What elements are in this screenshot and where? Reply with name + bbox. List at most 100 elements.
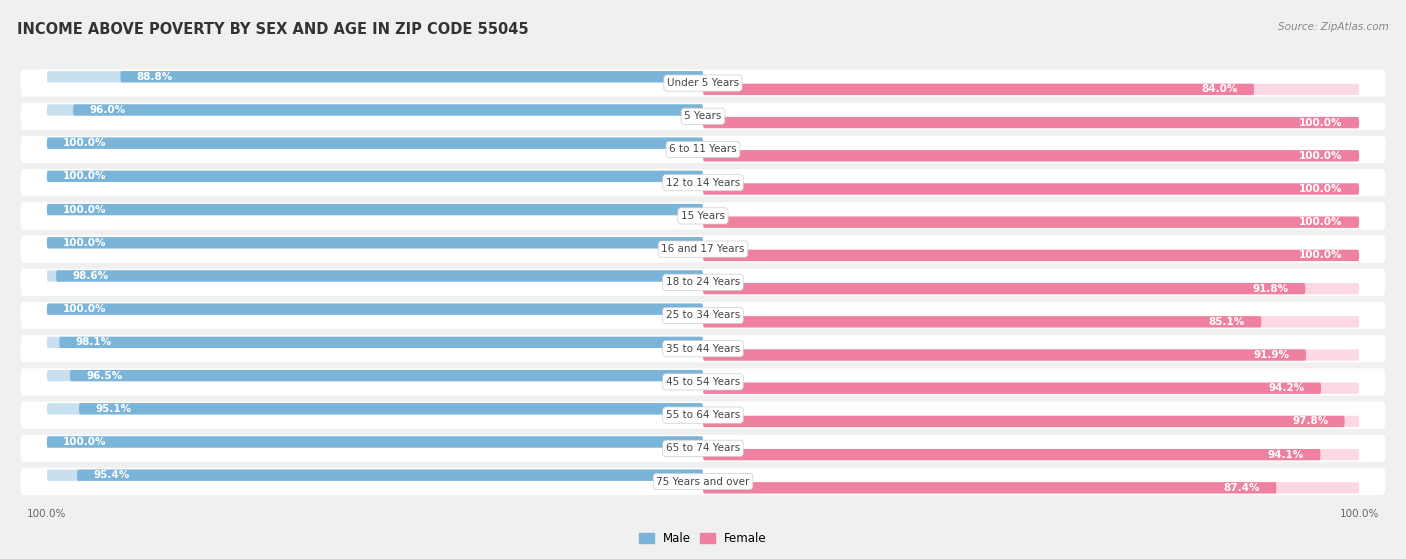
FancyBboxPatch shape [703,482,1277,494]
Text: 88.8%: 88.8% [136,72,173,82]
FancyBboxPatch shape [21,468,1385,495]
Text: 100.0%: 100.0% [1299,117,1343,127]
FancyBboxPatch shape [703,449,1320,460]
FancyBboxPatch shape [46,204,703,215]
FancyBboxPatch shape [46,237,703,248]
FancyBboxPatch shape [21,169,1385,196]
FancyBboxPatch shape [46,170,703,182]
FancyBboxPatch shape [79,403,703,414]
FancyBboxPatch shape [703,482,1360,494]
Text: 100.0%: 100.0% [1299,250,1343,260]
Legend: Male, Female: Male, Female [634,528,772,550]
Text: 65 to 74 Years: 65 to 74 Years [666,443,740,453]
Text: 100.0%: 100.0% [63,205,107,215]
Text: 100.0%: 100.0% [63,238,107,248]
Text: 85.1%: 85.1% [1209,317,1244,327]
Text: INCOME ABOVE POVERTY BY SEX AND AGE IN ZIP CODE 55045: INCOME ABOVE POVERTY BY SEX AND AGE IN Z… [17,22,529,37]
FancyBboxPatch shape [46,337,703,348]
Text: 16 and 17 Years: 16 and 17 Years [661,244,745,254]
Text: 91.9%: 91.9% [1254,350,1289,360]
Text: 100.0%: 100.0% [63,437,107,447]
Text: 45 to 54 Years: 45 to 54 Years [666,377,740,387]
FancyBboxPatch shape [703,117,1360,128]
FancyBboxPatch shape [70,370,703,381]
FancyBboxPatch shape [703,349,1360,361]
Text: 98.1%: 98.1% [76,338,112,347]
FancyBboxPatch shape [703,382,1322,394]
Text: 87.4%: 87.4% [1223,483,1260,493]
Text: 100.0%: 100.0% [1299,184,1343,194]
FancyBboxPatch shape [46,204,703,215]
FancyBboxPatch shape [46,237,703,248]
Text: Source: ZipAtlas.com: Source: ZipAtlas.com [1278,22,1389,32]
FancyBboxPatch shape [703,216,1360,228]
FancyBboxPatch shape [46,470,703,481]
Text: 100.0%: 100.0% [1299,217,1343,227]
Text: 5 Years: 5 Years [685,111,721,121]
FancyBboxPatch shape [46,138,703,149]
Text: 35 to 44 Years: 35 to 44 Years [666,344,740,354]
FancyBboxPatch shape [703,150,1360,162]
FancyBboxPatch shape [21,368,1385,396]
FancyBboxPatch shape [703,449,1360,460]
FancyBboxPatch shape [703,316,1261,328]
FancyBboxPatch shape [46,403,703,414]
FancyBboxPatch shape [59,337,703,348]
FancyBboxPatch shape [21,103,1385,130]
FancyBboxPatch shape [21,69,1385,97]
FancyBboxPatch shape [46,304,703,315]
FancyBboxPatch shape [21,401,1385,429]
Text: 91.8%: 91.8% [1253,283,1289,293]
Text: 84.0%: 84.0% [1201,84,1237,94]
Text: 96.5%: 96.5% [86,371,122,381]
FancyBboxPatch shape [703,349,1306,361]
FancyBboxPatch shape [703,416,1344,427]
Text: 18 to 24 Years: 18 to 24 Years [666,277,740,287]
FancyBboxPatch shape [21,302,1385,329]
FancyBboxPatch shape [46,437,703,448]
FancyBboxPatch shape [21,136,1385,163]
FancyBboxPatch shape [703,84,1360,95]
Text: 75 Years and over: 75 Years and over [657,476,749,486]
FancyBboxPatch shape [703,416,1360,427]
FancyBboxPatch shape [703,250,1360,261]
FancyBboxPatch shape [703,183,1360,195]
Text: 100.0%: 100.0% [63,304,107,314]
FancyBboxPatch shape [703,183,1360,195]
FancyBboxPatch shape [703,216,1360,228]
FancyBboxPatch shape [21,235,1385,263]
Text: 98.6%: 98.6% [73,271,108,281]
FancyBboxPatch shape [703,283,1305,294]
Text: 94.1%: 94.1% [1268,449,1303,459]
FancyBboxPatch shape [21,335,1385,362]
FancyBboxPatch shape [46,437,703,448]
Text: Under 5 Years: Under 5 Years [666,78,740,88]
Text: 100.0%: 100.0% [63,138,107,148]
FancyBboxPatch shape [73,105,703,116]
FancyBboxPatch shape [703,150,1360,162]
FancyBboxPatch shape [121,71,703,82]
FancyBboxPatch shape [46,370,703,381]
FancyBboxPatch shape [703,316,1360,328]
FancyBboxPatch shape [46,71,703,82]
FancyBboxPatch shape [46,170,703,182]
FancyBboxPatch shape [46,271,703,282]
FancyBboxPatch shape [56,271,703,282]
FancyBboxPatch shape [21,435,1385,462]
Text: 15 Years: 15 Years [681,211,725,221]
FancyBboxPatch shape [46,138,703,149]
Text: 100.0%: 100.0% [63,172,107,181]
Text: 96.0%: 96.0% [90,105,125,115]
Text: 100.0%: 100.0% [1299,151,1343,161]
Text: 97.8%: 97.8% [1292,416,1329,427]
FancyBboxPatch shape [46,304,703,315]
FancyBboxPatch shape [21,202,1385,230]
Text: 12 to 14 Years: 12 to 14 Years [666,178,740,188]
FancyBboxPatch shape [77,470,703,481]
FancyBboxPatch shape [703,84,1254,95]
Text: 94.2%: 94.2% [1268,383,1305,393]
Text: 6 to 11 Years: 6 to 11 Years [669,144,737,154]
FancyBboxPatch shape [703,250,1360,261]
Text: 55 to 64 Years: 55 to 64 Years [666,410,740,420]
FancyBboxPatch shape [703,117,1360,128]
